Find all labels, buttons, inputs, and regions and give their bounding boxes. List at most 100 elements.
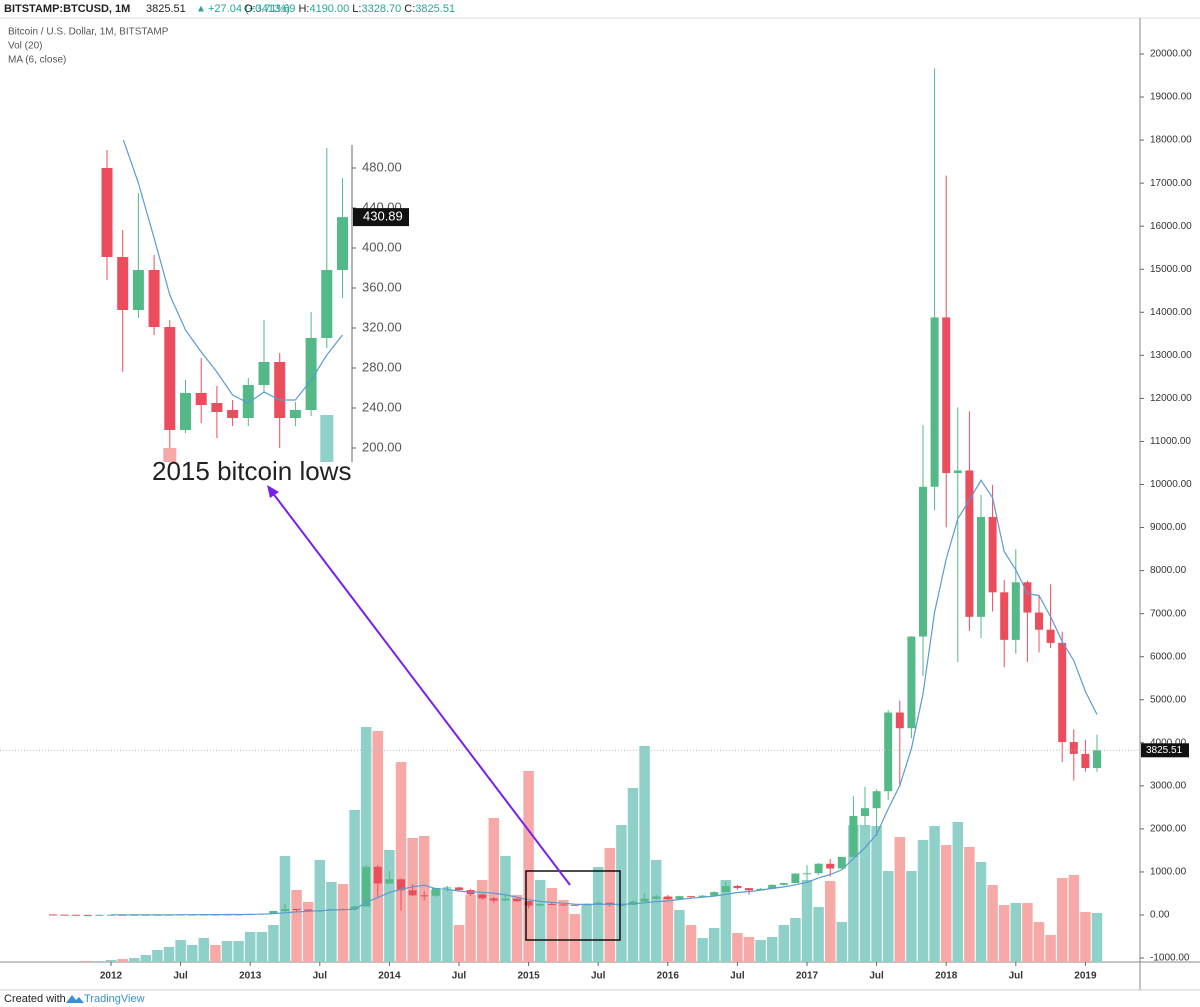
y-tick-label: 480.00: [362, 159, 402, 174]
candle-body: [895, 712, 904, 729]
candle-body: [640, 898, 649, 902]
candle-body: [536, 904, 545, 906]
candle-body: [617, 904, 626, 906]
candle-body: [101, 168, 113, 257]
volume-bar: [360, 727, 372, 962]
candle-body: [814, 863, 823, 874]
candle-body: [710, 892, 719, 896]
ohlc: O:3413.69 H:4190.00 L:3328.70 C:3825.51: [244, 3, 455, 15]
candle-body: [1000, 592, 1009, 640]
volume-bar: [940, 845, 952, 962]
last-price-label: 430.89: [363, 209, 403, 224]
y-tick-label: 320.00: [362, 319, 402, 334]
candle-body: [675, 896, 684, 900]
volume-bar: [766, 937, 778, 962]
volume-bar: [929, 826, 940, 962]
volume-bar: [302, 902, 314, 962]
volume-bar: [511, 895, 523, 962]
candle-body: [95, 914, 104, 916]
volume-bar: [395, 762, 407, 962]
candle-body: [919, 486, 927, 637]
y-tick-label: 10000.00: [1150, 479, 1192, 490]
volume-bar: [140, 955, 152, 962]
volume-bar: [175, 940, 186, 962]
volume-bar: [128, 958, 140, 962]
volume-bar: [755, 940, 766, 962]
candle-body: [953, 470, 962, 474]
volume-bar: [616, 825, 627, 962]
candle-body: [988, 516, 997, 593]
candle-body: [321, 270, 333, 338]
inset-axis: 200.00240.00280.00320.00360.00400.00440.…: [352, 159, 409, 454]
highlight-box: [525, 870, 621, 941]
volume-bar: [894, 837, 906, 962]
candle-body: [698, 895, 707, 898]
x-tick-label: 2012: [100, 971, 123, 982]
volume-bar: [268, 925, 279, 962]
candle-body: [791, 873, 800, 884]
y-tick-label: 12000.00: [1150, 393, 1192, 404]
candle-body: [362, 866, 371, 907]
candle-body: [571, 904, 579, 906]
volume-bar: [917, 840, 929, 962]
candle-body: [1023, 582, 1032, 613]
volume-bar: [801, 880, 813, 962]
volume-bar: [592, 867, 604, 962]
footer-brand[interactable]: TradingView: [84, 993, 145, 1005]
inset-panel: [95, 140, 385, 485]
ohlc-label: C:: [404, 3, 415, 15]
volume-bar: [337, 884, 349, 962]
y-tick-label: 280.00: [362, 359, 402, 374]
volume-bar: [82, 961, 94, 962]
y-tick-label: 5000.00: [1150, 694, 1187, 705]
ohlc-label: L:: [352, 3, 361, 15]
candle-body: [849, 815, 858, 857]
legend-ma: MA (6, close): [8, 55, 66, 66]
volume-bar: [952, 822, 964, 962]
volume-bar: [581, 905, 592, 962]
volume-bar: [998, 905, 1010, 962]
candle-body: [1081, 753, 1090, 769]
volume-bar: [320, 415, 334, 462]
candle-body: [408, 890, 417, 896]
candle-body: [930, 317, 939, 487]
y-tick-label: 0.00: [1150, 910, 1170, 921]
candle-body: [594, 902, 603, 904]
y-tick-label: 4000.00: [1150, 737, 1187, 748]
volume-bar: [685, 925, 697, 962]
volume-bar: [871, 826, 882, 962]
volume-bar: [372, 731, 384, 962]
x-tick-label: Jul: [452, 971, 467, 982]
candle-body: [513, 898, 521, 902]
legend-volume: Vol (20): [8, 41, 42, 52]
x-tick-label: 2014: [378, 971, 401, 982]
volume-bar: [152, 950, 163, 962]
candle-body: [227, 410, 239, 418]
volume-bar: [94, 961, 105, 962]
candle-body: [455, 887, 463, 891]
ohlc-label: H:: [298, 3, 309, 15]
candle-body: [559, 904, 568, 906]
y-tick-label: 1000.00: [1150, 867, 1187, 878]
x-tick-label: 2016: [657, 971, 680, 982]
candle-body: [269, 910, 278, 914]
volume-bar: [163, 947, 175, 962]
y-tick-label: 200.00: [362, 439, 402, 454]
volume-bar: [476, 880, 488, 962]
y-tick-label: -1000.00: [1150, 953, 1190, 964]
volume-bar: [720, 880, 732, 962]
volume-bar: [1080, 912, 1091, 962]
last-price-tag: [1141, 743, 1189, 758]
volume-bar: [836, 922, 848, 962]
y-tick-label: 18000.00: [1150, 135, 1192, 146]
y-tick-label: 400.00: [362, 239, 402, 254]
candle-body: [211, 403, 223, 412]
candle-body: [60, 914, 69, 916]
candle-body: [385, 879, 394, 884]
volume-bar: [453, 925, 465, 962]
volume-bar: [291, 890, 302, 962]
candle-body: [83, 914, 92, 916]
candle-body: [132, 270, 144, 310]
candle-body: [49, 914, 57, 916]
